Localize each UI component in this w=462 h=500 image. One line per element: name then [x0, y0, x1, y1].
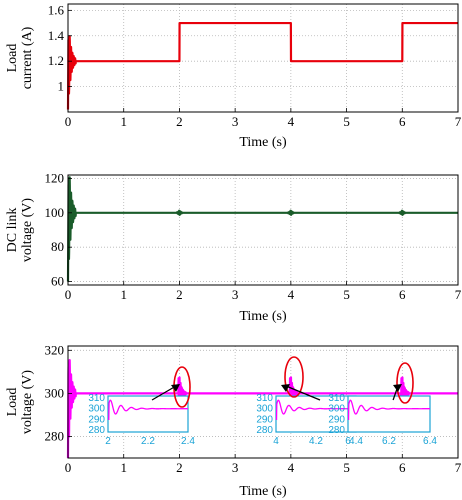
x-tick-label: 1 — [120, 460, 127, 475]
x-axis-label: Time (s) — [239, 484, 287, 499]
inset-series-line — [275, 399, 356, 420]
y-axis-label-line: DC link — [5, 208, 20, 253]
inset-y-tick-label: 300 — [88, 404, 105, 415]
y-tick-label: 280 — [45, 428, 65, 443]
x-axis-label: Time (s) — [239, 309, 287, 324]
x-tick-label: 4 — [288, 287, 295, 302]
inset-frame — [275, 395, 357, 433]
x-tick-label: 1 — [120, 287, 127, 302]
plot-frame — [67, 3, 459, 113]
chart-panel-1: 0 1 2 3 4 5 6 7 1 1.2 1.4 1.6 Time (s) Loadcurrent (A… — [5, 2, 462, 150]
y-tick-label: 1.6 — [48, 2, 65, 17]
inset-x-tick-label: 4 — [273, 436, 279, 447]
inset-frame — [347, 395, 431, 433]
x-tick-label: 5 — [343, 460, 350, 475]
plot-frame — [67, 174, 459, 286]
y-tick-label: 300 — [45, 385, 65, 400]
y-axis-label-line: voltage (V) — [20, 370, 35, 434]
plot-frame — [67, 345, 459, 459]
x-axis-label: Time (s) — [239, 135, 287, 150]
inset-y-tick-label: 280 — [328, 425, 345, 436]
x-tick-label: 4 — [288, 460, 295, 475]
y-axis-label-line: Load — [5, 388, 20, 417]
y-tick-label: 1 — [58, 79, 65, 94]
y-tick-label: 1.2 — [48, 53, 64, 68]
series-line-2-1 — [66, 176, 459, 282]
y-axis-label: DC linkvoltage (V) — [5, 198, 35, 262]
inset-x-tick-label: 6.4 — [423, 436, 437, 447]
y-axis-label-line: current (A) — [20, 26, 35, 89]
x-tick-label: 7 — [455, 460, 462, 475]
y-tick-label: 320 — [45, 342, 65, 357]
y-tick-label: 1.4 — [48, 28, 65, 43]
x-tick-label: 1 — [120, 114, 127, 129]
callout-arrowhead — [281, 384, 290, 392]
x-tick-label: 7 — [455, 287, 462, 302]
x-tick-label: 4 — [288, 114, 295, 129]
x-tick-label: 3 — [232, 287, 239, 302]
inset-y-tick-label: 290 — [256, 414, 273, 425]
x-tick-label: 5 — [343, 114, 350, 129]
chart-panel-3: 0 1 2 3 4 5 6 7 280 300 320 Time (s) Loadvoltage (V)… — [5, 342, 462, 499]
inset-x-tick-label: 2.4 — [181, 436, 195, 447]
inset-series-line — [347, 399, 430, 420]
x-tick-label: 7 — [455, 114, 462, 129]
y-tick-label: 120 — [45, 170, 65, 185]
inset-y-tick-label: 310 — [88, 393, 105, 404]
chart-panel-2: 0 1 2 3 4 5 6 7 60 80 100 120 Time (s) DC linkvoltage… — [5, 170, 462, 324]
x-tick-label: 3 — [232, 460, 239, 475]
x-tick-label: 6 — [399, 114, 406, 129]
inset-y-tick-label: 290 — [88, 414, 105, 425]
x-tick-label: 0 — [65, 287, 72, 302]
y-tick-label: 60 — [51, 274, 64, 289]
y-axis-label: Loadvoltage (V) — [5, 370, 35, 434]
callout-arrow — [285, 385, 321, 401]
x-tick-label: 0 — [65, 114, 72, 129]
x-tick-label: 3 — [232, 114, 239, 129]
inset-x-tick-label: 6 — [345, 436, 351, 447]
inset-x-tick-label: 2.2 — [141, 436, 155, 447]
inset-y-tick-label: 300 — [328, 404, 345, 415]
series-line-1-1 — [66, 21, 459, 110]
inset-x-tick-label: 6.2 — [382, 436, 396, 447]
inset-y-tick-label: 310 — [256, 393, 273, 404]
inset-x-tick-label: 4.4 — [349, 436, 363, 447]
inset-y-tick-label: 290 — [328, 414, 345, 425]
x-tick-label: 5 — [343, 287, 350, 302]
x-tick-label: 6 — [399, 287, 406, 302]
highlight-ellipse — [396, 362, 414, 404]
inset-y-tick-label: 280 — [88, 425, 105, 436]
series-line-3-1 — [66, 358, 459, 459]
inset-y-tick-label: 280 — [256, 425, 273, 436]
x-tick-label: 0 — [65, 460, 72, 475]
inset-frame — [107, 395, 189, 433]
inset-series-line — [108, 399, 188, 420]
y-tick-label: 80 — [51, 239, 64, 254]
y-axis-label-line: Load — [5, 44, 20, 73]
callout-arrowhead — [393, 384, 402, 392]
callout-arrowhead — [171, 384, 180, 392]
inset-x-tick-label: 2 — [105, 436, 111, 447]
inset-x-tick-label: 4.2 — [309, 436, 323, 447]
x-tick-label: 2 — [176, 287, 183, 302]
highlight-ellipse — [284, 356, 304, 398]
y-tick-label: 100 — [45, 205, 65, 220]
inset-y-tick-label: 300 — [256, 404, 273, 415]
y-axis-label-line: voltage (V) — [20, 198, 35, 262]
x-tick-label: 6 — [399, 460, 406, 475]
y-axis-label: Loadcurrent (A) — [5, 26, 35, 89]
inset-y-tick-label: 310 — [328, 393, 345, 404]
callout-arrow — [151, 385, 177, 401]
x-tick-label: 2 — [176, 114, 183, 129]
x-tick-label: 2 — [176, 460, 183, 475]
